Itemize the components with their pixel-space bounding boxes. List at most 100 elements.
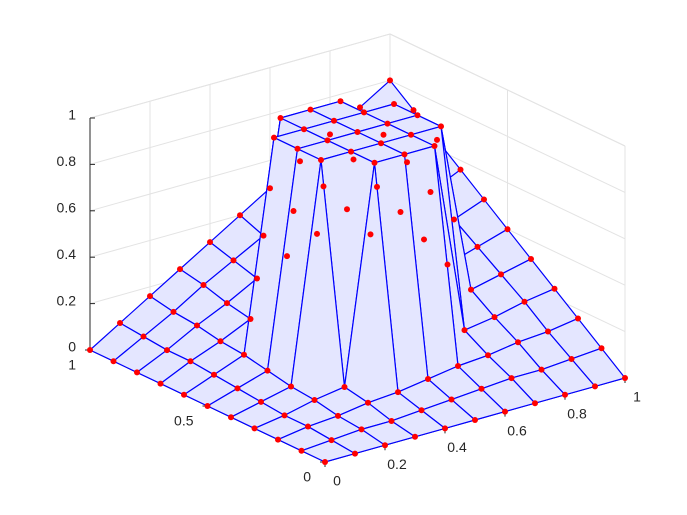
data-point [427, 189, 434, 195]
data-point [521, 298, 528, 305]
data-point [140, 333, 147, 340]
z-tick-label: 1 [68, 107, 76, 123]
data-point [481, 196, 487, 203]
data-point [200, 281, 207, 288]
data-point [371, 159, 378, 166]
data-point [297, 158, 303, 165]
data-point [322, 459, 328, 465]
data-point [491, 314, 498, 321]
data-point [194, 322, 200, 329]
data-point [348, 148, 354, 155]
data-point [177, 266, 183, 273]
data-point [134, 369, 140, 376]
data-point [335, 412, 341, 419]
data-point [204, 403, 211, 409]
data-point [277, 115, 284, 121]
data-point [187, 358, 194, 365]
data-point [478, 385, 485, 392]
data-point [408, 131, 414, 138]
data-point [217, 338, 224, 345]
data-point [110, 358, 117, 365]
data-point [260, 232, 267, 239]
data-point [568, 355, 575, 362]
data-point [358, 426, 365, 433]
data-point [281, 412, 288, 419]
data-point [241, 351, 247, 358]
data-point [388, 417, 395, 424]
data-point [87, 347, 93, 353]
data-point [258, 398, 264, 405]
data-point [498, 271, 504, 278]
data-point [418, 407, 425, 414]
data-point [331, 117, 337, 124]
data-point [508, 375, 515, 382]
data-point [598, 345, 605, 352]
data-point [275, 436, 281, 443]
data-point [397, 209, 404, 215]
data-point [352, 450, 358, 457]
data-point [538, 366, 545, 373]
data-point [444, 261, 451, 268]
data-point [230, 257, 237, 264]
data-point [164, 347, 170, 354]
data-point [545, 328, 551, 335]
data-point [442, 425, 448, 432]
data-point [434, 136, 440, 143]
x-tick-label: 0 [333, 473, 341, 489]
data-point [468, 286, 474, 293]
data-point [327, 131, 333, 138]
data-point [170, 308, 177, 315]
data-point [532, 400, 538, 407]
data-point [592, 383, 598, 390]
y-tick-label: 0 [303, 469, 311, 485]
z-tick-label: 0.4 [57, 246, 77, 262]
data-point [414, 112, 421, 119]
data-point [374, 183, 380, 190]
data-point [228, 414, 234, 421]
data-point [380, 131, 387, 138]
data-point [401, 151, 408, 158]
data-point [254, 275, 260, 282]
data-point [320, 183, 327, 190]
data-point [290, 208, 297, 215]
data-point [344, 206, 350, 213]
z-tick-label: 0 [68, 339, 76, 355]
data-point [247, 315, 254, 322]
data-point [157, 380, 164, 387]
data-point [307, 106, 314, 113]
data-point [147, 293, 153, 300]
data-point [337, 98, 344, 105]
data-point [528, 255, 534, 262]
data-point [361, 109, 367, 116]
data-point [267, 185, 273, 192]
data-point [504, 226, 511, 233]
data-point [378, 140, 384, 147]
data-point [461, 327, 468, 334]
x-tick-label: 0.6 [507, 422, 527, 438]
y-tick-label: 1 [68, 357, 76, 373]
data-point [365, 399, 371, 406]
data-point [207, 239, 213, 246]
data-point [324, 137, 331, 144]
data-point [237, 212, 243, 219]
data-point [117, 320, 123, 327]
data-point [367, 231, 374, 238]
data-point [391, 101, 397, 107]
data-point [410, 107, 417, 114]
data-point [395, 389, 401, 396]
data-point [425, 376, 431, 383]
data-point [294, 145, 301, 152]
data-point [301, 126, 307, 133]
data-point [457, 166, 464, 173]
data-point [412, 433, 418, 440]
x-tick-label: 1 [633, 389, 641, 405]
data-point [404, 159, 410, 166]
data-point [455, 363, 461, 369]
data-point [451, 216, 457, 223]
z-tick-label: 0.6 [57, 200, 77, 216]
z-tick-label: 0.8 [57, 153, 77, 169]
data-point [350, 156, 357, 163]
data-point [421, 236, 427, 243]
data-point [318, 157, 324, 163]
